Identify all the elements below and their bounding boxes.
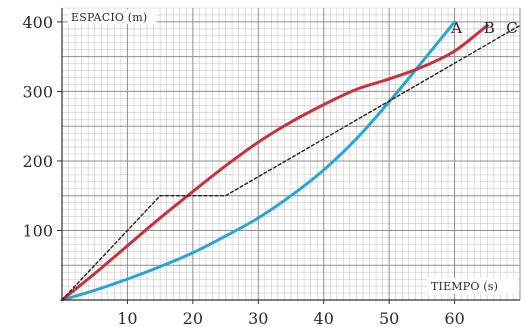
- y-tick-label: 400: [22, 13, 53, 32]
- series-layer: [60, 20, 521, 302]
- x-axis-title-bg: [428, 278, 518, 294]
- y-tick-labels: 100 200 300 400: [22, 13, 62, 240]
- y-tick-label: 300: [22, 82, 53, 101]
- x-tick-label: 50: [379, 309, 399, 327]
- x-axis-title: TIEMPO (s): [431, 280, 498, 293]
- x-tick-label: 40: [314, 309, 334, 327]
- y-axis-title-bg: [68, 9, 156, 24]
- y-tick-label: 200: [22, 152, 53, 171]
- axes: [61, 8, 520, 301]
- x-tick-label: 10: [117, 309, 137, 327]
- x-tick-labels: 10 20 30 40 50 60: [117, 300, 465, 327]
- series-line-c: [61, 24, 521, 301]
- y-tick-label: 100: [22, 221, 53, 240]
- x-tick-label: 30: [248, 309, 268, 327]
- x-tick-label: 20: [183, 309, 203, 327]
- series-label-a: A: [450, 19, 462, 37]
- y-axis-title: ESPACIO (m): [71, 11, 147, 24]
- x-tick-label: 60: [444, 309, 464, 327]
- series-label-c: C: [506, 19, 517, 37]
- series-label-b: B: [484, 19, 495, 37]
- series-line-b: [60, 23, 489, 302]
